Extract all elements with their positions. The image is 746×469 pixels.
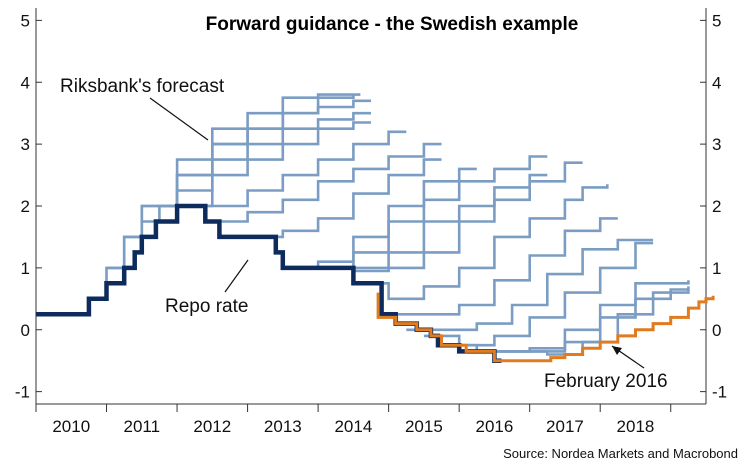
y-tick-label-left: -1 xyxy=(15,383,30,402)
y-tick-label-right: 5 xyxy=(712,11,721,30)
forecast-line-4 xyxy=(177,121,371,208)
y-tick-label-left: 2 xyxy=(21,197,30,216)
x-tick-label: 2012 xyxy=(193,417,231,436)
annotation-riksbank-forecast-leader xyxy=(149,97,209,141)
x-ticks: 2010 2011 2012 2013 2014 2015 2016 2017 2018 xyxy=(35,404,672,436)
forecast-line-12 xyxy=(371,184,609,301)
y-tick-label-right: 3 xyxy=(712,135,721,154)
y-tick-label-left: 3 xyxy=(21,135,30,154)
y-tick-label-right: 0 xyxy=(712,321,721,340)
february-2016-line xyxy=(376,292,715,363)
annotation-repo-rate: Repo rate xyxy=(165,296,248,317)
x-tick-label: 2010 xyxy=(52,417,90,436)
y-tick-label-right: 4 xyxy=(712,73,721,92)
left-y-ticks: -1 0 1 2 3 4 5 xyxy=(15,11,42,402)
annotation-repo-rate-leader xyxy=(224,259,249,293)
annotation-february-2016: February 2016 xyxy=(544,371,668,392)
forecast-line-6 xyxy=(212,142,442,223)
x-tick-label: 2018 xyxy=(617,417,655,436)
y-tick-label-left: 1 xyxy=(21,259,30,278)
x-tick-label: 2014 xyxy=(334,417,372,436)
x-tick-label: 2015 xyxy=(405,417,443,436)
arrow-head-icon xyxy=(612,346,622,355)
x-tick-label: 2013 xyxy=(264,417,302,436)
forecast-line-14 xyxy=(406,238,654,332)
forecast-line-9 xyxy=(300,155,548,270)
x-tick-label: 2011 xyxy=(124,417,161,436)
y-tick-label-left: 4 xyxy=(21,73,30,92)
chart-title: Forward guidance - the Swedish example xyxy=(206,14,579,35)
y-tick-label-right: 2 xyxy=(712,197,721,216)
y-tick-label-left: 5 xyxy=(21,11,30,30)
x-tick-label: 2016 xyxy=(476,417,514,436)
forecast-line-3 xyxy=(159,111,371,208)
forecast-line-13 xyxy=(388,217,618,316)
annotations: Riksbank's forecast Repo rate February 2… xyxy=(60,76,668,392)
right-y-ticks: -1 0 1 2 3 4 5 xyxy=(700,11,727,402)
x-tick-label: 2017 xyxy=(546,417,584,436)
y-tick-label-right: -1 xyxy=(712,383,727,402)
forecast-line-1 xyxy=(106,93,361,270)
forecast-line-11 xyxy=(335,161,583,273)
y-tick-label-left: 0 xyxy=(21,321,30,340)
y-tick-label-right: 1 xyxy=(712,259,721,278)
forecast-line-7 xyxy=(247,158,442,239)
forecast-line-5 xyxy=(194,130,407,208)
source-note: Source: Nordea Markets and Macrobond xyxy=(503,446,738,461)
annotation-riksbank-forecast: Riksbank's forecast xyxy=(60,76,225,97)
